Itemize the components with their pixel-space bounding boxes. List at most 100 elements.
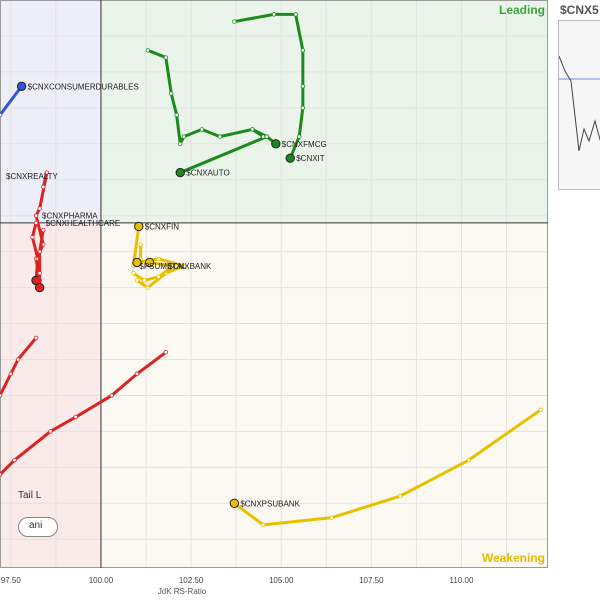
tail-point xyxy=(131,271,136,276)
quadrant-label-leading: Leading xyxy=(499,3,545,17)
tail-point xyxy=(33,213,39,218)
series-labels: $CNXCONSUMERDURABLES $CNXREALTY $CNXPHARMA… xyxy=(6,82,327,508)
mini-chart-line xyxy=(558,55,600,152)
tail-point xyxy=(109,393,114,398)
head-cnxauto[interactable] xyxy=(175,167,185,178)
tail-point xyxy=(156,256,161,262)
tail-cnxhealthcare xyxy=(38,228,45,290)
head-cnxfmcg[interactable] xyxy=(271,139,281,149)
series-label: $CNXPHARMA xyxy=(42,212,98,221)
tail-point xyxy=(134,278,140,283)
tail-point xyxy=(300,105,306,111)
rrg-chart: $CNXCONSUMERDURABLES $CNXREALTY $CNXPHARMA… xyxy=(0,0,549,596)
tail-point xyxy=(300,48,306,53)
series-label: $CNXPSUBANK xyxy=(240,499,300,508)
tail-point xyxy=(250,127,255,132)
x-axis-label: JdK RS-Ratio xyxy=(158,587,207,596)
tail-point xyxy=(12,457,17,463)
tail-point xyxy=(217,134,223,139)
tail-point xyxy=(271,12,277,17)
tail-point xyxy=(397,493,403,499)
animate-button[interactable]: ani xyxy=(18,517,58,537)
series-label: $CNXFMCG xyxy=(282,140,327,149)
series-label: $CNXCONSUMERDURABLES xyxy=(28,82,139,91)
quadrant-improving xyxy=(0,0,101,223)
tail-point xyxy=(163,350,169,355)
tail-point xyxy=(264,134,269,139)
x-tick-label: 102.50 xyxy=(179,576,204,585)
series-label: $CNXREALTY xyxy=(6,172,59,181)
x-tick-label: 97.50 xyxy=(1,576,22,585)
quadrant-leading xyxy=(100,0,549,223)
tail-point xyxy=(300,84,306,89)
tail-point xyxy=(73,414,78,420)
tail-point xyxy=(0,393,3,398)
head-cnxfin[interactable] xyxy=(134,221,144,232)
tail-point xyxy=(0,112,3,118)
series-tails xyxy=(0,12,543,528)
tail-unnamed-4 xyxy=(0,336,38,397)
tail-point xyxy=(260,134,266,139)
series-label: $CNXFIN xyxy=(145,222,179,231)
tail-point xyxy=(145,285,151,290)
tail-point xyxy=(538,407,543,413)
x-tick-label: 100.00 xyxy=(89,576,114,585)
tail-point xyxy=(37,249,42,254)
tail-point xyxy=(297,134,302,139)
tail-point xyxy=(33,220,39,226)
tail-point xyxy=(41,184,46,190)
tail-point xyxy=(8,371,14,377)
tail-length-label: Tail L xyxy=(18,490,42,501)
tail-point xyxy=(145,48,151,53)
quadrant-label-weakening: Weakening xyxy=(482,551,545,565)
x-tick-labels: 97.50 100.00 102.50 105.00 107.50 110.00 xyxy=(1,576,474,585)
x-tick-label: 107.50 xyxy=(359,576,384,585)
series-label: $CNXHEALTHCARE xyxy=(46,219,121,228)
tail-point xyxy=(138,242,143,247)
tail-point xyxy=(329,515,334,520)
tail-point xyxy=(169,91,174,96)
tail-point xyxy=(181,134,187,139)
tail-point xyxy=(466,457,471,463)
head-cnxhealthcare[interactable] xyxy=(34,282,45,293)
tail-point xyxy=(232,19,237,24)
x-tick-label: 110.00 xyxy=(450,576,474,585)
tail-point xyxy=(163,55,169,60)
tail-point xyxy=(181,263,187,269)
mini-chart-title: $CNX5 xyxy=(560,3,599,17)
tail-point xyxy=(15,357,21,362)
tail-cnxconsumerdurables xyxy=(0,84,24,117)
head-cnxit[interactable] xyxy=(285,153,295,163)
series-label: $PSUMETAL xyxy=(139,262,187,271)
tail-point xyxy=(48,429,53,434)
series-label: $CNXAUTO xyxy=(186,169,229,178)
tail-point xyxy=(30,235,35,240)
tail-point xyxy=(0,472,3,477)
tail-point xyxy=(37,206,42,211)
x-tick-label: 105.00 xyxy=(269,576,294,585)
mini-chart xyxy=(558,20,600,190)
tail-point xyxy=(134,371,140,377)
head-cnxpsubank[interactable] xyxy=(229,498,240,508)
tail-point xyxy=(44,170,50,175)
tail-point xyxy=(156,274,161,280)
series-label: $CNXBANK xyxy=(168,262,212,271)
tail-point xyxy=(178,141,183,146)
tail-point xyxy=(293,12,298,17)
plot-frame xyxy=(0,0,548,568)
tail-point xyxy=(260,522,266,528)
series-label: $CNXIT xyxy=(296,154,325,163)
tail-point xyxy=(199,127,205,132)
center-axes xyxy=(0,0,548,568)
tail-cnxpsubank xyxy=(232,408,543,527)
tail-point xyxy=(41,227,46,233)
tail-point xyxy=(170,263,176,269)
head-psumetal[interactable] xyxy=(144,257,155,268)
head-cnxbank[interactable] xyxy=(132,257,142,268)
tail-cnxit xyxy=(232,12,305,160)
tail-point xyxy=(142,278,147,283)
tail-cnxpharma xyxy=(30,221,40,282)
side-panel: $CNX5 xyxy=(556,0,600,600)
tail-point xyxy=(174,112,179,118)
head-cnxconsumerdurables[interactable] xyxy=(16,81,27,91)
